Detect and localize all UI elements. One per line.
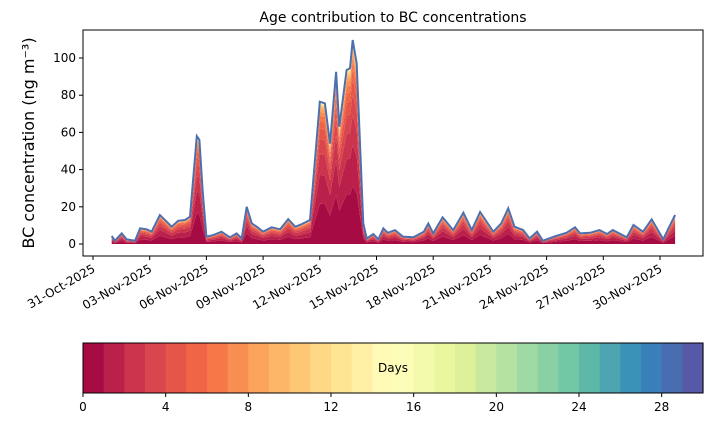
- colorbar-bin-7: [227, 343, 249, 393]
- x-axis: 31-Oct-202503-Nov-202506-Nov-202509-Nov-…: [25, 256, 665, 312]
- colorbar-label: Days: [378, 361, 408, 375]
- colorbar: 0 4 8 12 16 20 24 28: [79, 342, 704, 414]
- colorbar-bin-21: [517, 343, 539, 393]
- chart-title: Age contribution to BC concentrations: [259, 10, 526, 26]
- colorbar-tick-label: 24: [571, 400, 586, 414]
- colorbar-bin-18: [455, 343, 477, 393]
- colorbar-bin-29: [682, 343, 704, 393]
- colorbar-bin-3: [145, 343, 167, 393]
- colorbar-bin-11: [310, 343, 332, 393]
- colorbar-tick-label: 12: [323, 400, 338, 414]
- colorbar-bin-20: [496, 343, 518, 393]
- colorbar-bin-9: [269, 343, 291, 393]
- colorbar-bin-28: [661, 343, 683, 393]
- age-layer-0: [111, 186, 676, 244]
- colorbar-bin-23: [558, 343, 580, 393]
- colorbar-bin-0: [83, 343, 105, 393]
- colorbar-bin-24: [579, 343, 601, 393]
- colorbar-tick-label: 0: [79, 400, 87, 414]
- colorbar-bin-14: [372, 343, 394, 393]
- colorbar-bin-12: [331, 343, 353, 393]
- colorbar-bin-25: [599, 343, 621, 393]
- y-tick-label: 40: [61, 163, 76, 177]
- y-tick-label: 20: [61, 200, 76, 214]
- y-tick-label: 60: [61, 125, 76, 139]
- plot-frame: [82, 29, 704, 257]
- age-layers: [111, 40, 676, 244]
- colorbar-tick-label: 8: [245, 400, 253, 414]
- colorbar-bin-19: [475, 343, 497, 393]
- colorbar-bin-13: [351, 343, 373, 393]
- y-tick-label: 100: [53, 51, 76, 65]
- total-line: [110, 39, 676, 243]
- y-axis-label: BC concentration (ng m⁻³): [19, 37, 38, 248]
- colorbar-bin-16: [413, 343, 435, 393]
- y-axis: 0 20 40 60 80 100: [53, 51, 83, 251]
- colorbar-bin-26: [620, 343, 642, 393]
- colorbar-bin-8: [248, 343, 270, 393]
- colorbar-tick-label: 28: [654, 400, 669, 414]
- colorbar-bin-17: [434, 343, 456, 393]
- colorbar-frame: [82, 342, 704, 394]
- colorbar-bin-1: [103, 343, 125, 393]
- colorbar-tick-label: 20: [489, 400, 504, 414]
- colorbar-bin-4: [165, 343, 187, 393]
- colorbar-bin-6: [207, 343, 229, 393]
- colorbar-bin-27: [641, 343, 663, 393]
- colorbar-bin-2: [124, 343, 146, 393]
- colorbar-bin-10: [289, 343, 311, 393]
- colorbar-tick-label: 4: [162, 400, 170, 414]
- colorbar-bin-15: [393, 343, 415, 393]
- colorbar-bin-22: [537, 343, 559, 393]
- colorbar-tick-label: 16: [406, 400, 421, 414]
- colorbar-bin-5: [186, 343, 208, 393]
- y-tick-label: 0: [68, 237, 76, 251]
- y-tick-label: 80: [61, 88, 76, 102]
